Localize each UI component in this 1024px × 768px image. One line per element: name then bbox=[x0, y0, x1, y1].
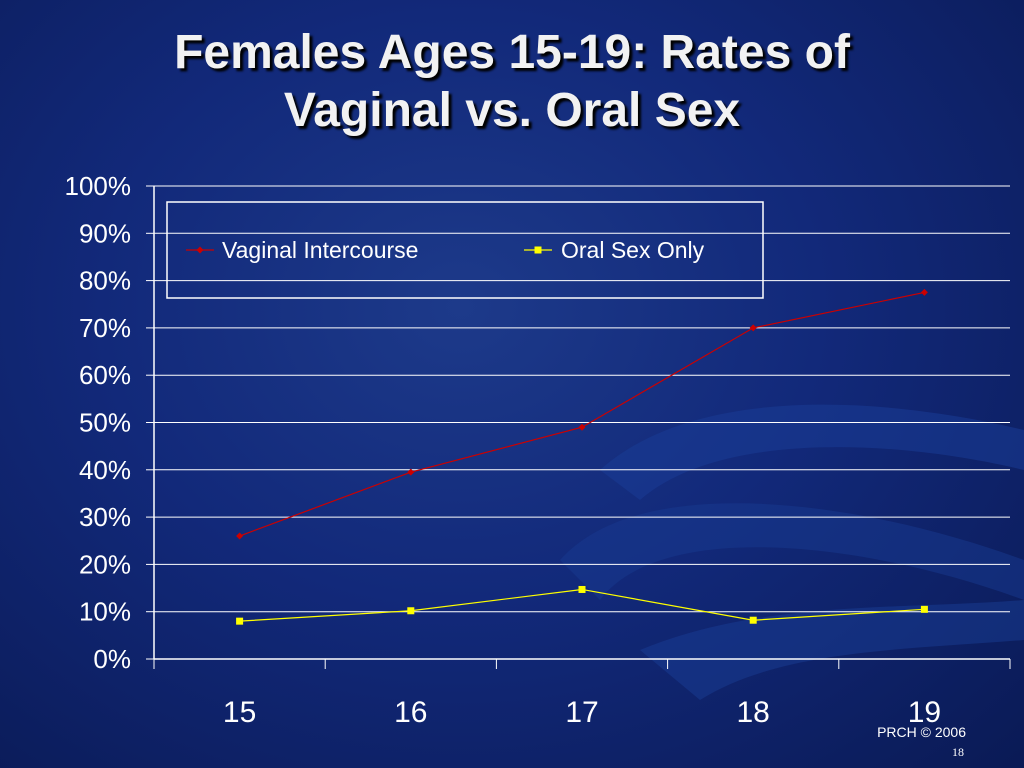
title-line-1: Females Ages 15-19: Rates of bbox=[174, 26, 850, 79]
y-tick-label: 10% bbox=[79, 597, 131, 627]
x-tick-label: 18 bbox=[737, 696, 770, 729]
legend-marker bbox=[196, 246, 204, 254]
series-line bbox=[239, 588, 925, 622]
slide-title: Females Ages 15-19: Rates of Vaginal vs.… bbox=[0, 24, 1024, 140]
legend-marker bbox=[534, 246, 542, 254]
y-tick-label: 100% bbox=[65, 171, 132, 201]
x-tick-labels: 15 16 17 18 19 bbox=[223, 696, 941, 729]
y-tick-label: 80% bbox=[79, 266, 131, 296]
y-tick-labels: 0% 10% 20% 30% 40% 50% 60% 70% 80% 90% 100% bbox=[65, 171, 132, 674]
y-tick-label: 90% bbox=[79, 218, 131, 248]
series-line bbox=[239, 291, 925, 537]
data-point bbox=[578, 585, 586, 593]
title-line-2: Vaginal vs. Oral Sex bbox=[283, 84, 741, 137]
x-tick-label: 19 bbox=[908, 696, 941, 729]
y-tick-label: 20% bbox=[79, 549, 131, 579]
y-tick-label: 60% bbox=[79, 360, 131, 390]
data-point bbox=[407, 468, 415, 476]
y-tick-label: 0% bbox=[93, 644, 131, 674]
data-point bbox=[236, 532, 244, 540]
y-tick-label: 30% bbox=[79, 502, 131, 532]
page-number: 18 bbox=[952, 745, 964, 759]
y-tick-label: 50% bbox=[79, 408, 131, 438]
x-tick-label: 15 bbox=[223, 696, 256, 729]
data-point bbox=[236, 617, 244, 625]
legend: Vaginal Intercourse Oral Sex Only bbox=[166, 201, 764, 299]
legend-box bbox=[166, 201, 764, 299]
gridlines bbox=[154, 185, 1010, 613]
data-point bbox=[920, 288, 928, 296]
y-tick-label: 70% bbox=[79, 313, 131, 343]
legend-label: Vaginal Intercourse bbox=[222, 237, 418, 263]
series-group bbox=[236, 288, 928, 625]
x-tick-label: 17 bbox=[565, 696, 598, 729]
x-tick-label: 16 bbox=[394, 696, 427, 729]
data-point bbox=[749, 616, 757, 624]
series-oral-sex-only bbox=[236, 585, 928, 625]
legend-label: Oral Sex Only bbox=[561, 237, 705, 263]
data-point bbox=[578, 423, 586, 431]
data-point bbox=[407, 607, 415, 615]
series-vaginal-intercourse bbox=[236, 288, 928, 540]
data-point bbox=[749, 324, 757, 332]
credit-text: PRCH © 2006 bbox=[877, 724, 966, 740]
y-tick-label: 40% bbox=[79, 455, 131, 485]
data-point bbox=[920, 605, 928, 613]
axes bbox=[146, 185, 1011, 669]
